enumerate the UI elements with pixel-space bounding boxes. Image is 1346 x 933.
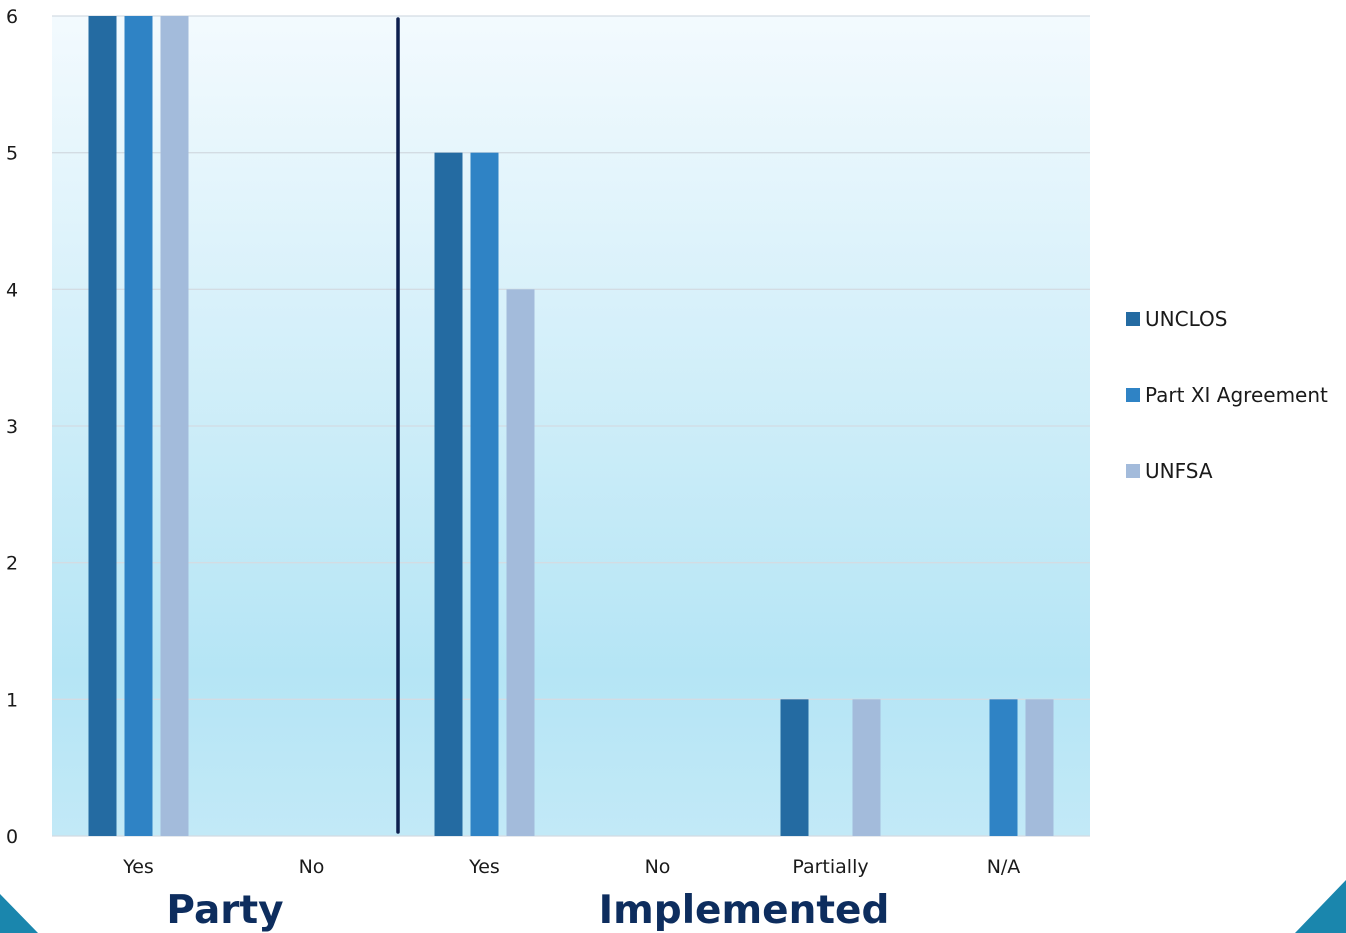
y-tick-label: 5 bbox=[6, 143, 18, 165]
legend-swatch bbox=[1126, 312, 1140, 326]
x-tick-label: No bbox=[299, 856, 325, 878]
y-tick-label: 3 bbox=[6, 416, 18, 438]
legend-label: Part XI Agreement bbox=[1145, 383, 1328, 407]
y-axis-ticks: 0 1 2 3 4 5 6 bbox=[6, 6, 18, 848]
y-tick-label: 6 bbox=[6, 6, 18, 28]
bars bbox=[88, 16, 1054, 836]
bar-part-xi-agreement bbox=[124, 16, 153, 836]
bar-unfsa bbox=[506, 289, 535, 836]
bar-unclos bbox=[780, 699, 809, 836]
x-tick-label: N/A bbox=[987, 856, 1021, 878]
y-tick-label: 4 bbox=[6, 279, 18, 301]
bar-unclos bbox=[88, 16, 117, 836]
bar-part-xi-agreement bbox=[989, 699, 1018, 836]
bar-unclos bbox=[434, 152, 463, 836]
x-tick-label: Yes bbox=[468, 856, 500, 878]
bar-unfsa bbox=[1025, 699, 1054, 836]
x-tick-label: Partially bbox=[792, 856, 868, 878]
y-tick-label: 0 bbox=[6, 826, 18, 848]
legend-label: UNFSA bbox=[1145, 459, 1213, 483]
corner-decoration-right bbox=[1295, 880, 1346, 933]
group-label: Party bbox=[166, 888, 283, 933]
corner-decoration-left bbox=[0, 894, 38, 933]
gridlines bbox=[52, 15, 1090, 837]
y-tick-label: 2 bbox=[6, 553, 18, 575]
group-labels: Party Implemented bbox=[166, 888, 889, 933]
bar-part-xi-agreement bbox=[470, 152, 499, 836]
legend-swatch bbox=[1126, 388, 1140, 402]
legend-swatch bbox=[1126, 464, 1140, 478]
legend: UNCLOS Part XI Agreement UNFSA bbox=[1126, 307, 1328, 483]
legend-label: UNCLOS bbox=[1145, 307, 1227, 331]
x-tick-label: Yes bbox=[122, 856, 154, 878]
group-label: Implemented bbox=[599, 888, 890, 933]
y-tick-label: 1 bbox=[6, 689, 18, 711]
bar-unfsa bbox=[160, 16, 189, 836]
x-axis-ticks: Yes No Yes No Partially N/A bbox=[122, 856, 1020, 878]
bar-unfsa bbox=[852, 699, 881, 836]
x-tick-label: No bbox=[645, 856, 671, 878]
